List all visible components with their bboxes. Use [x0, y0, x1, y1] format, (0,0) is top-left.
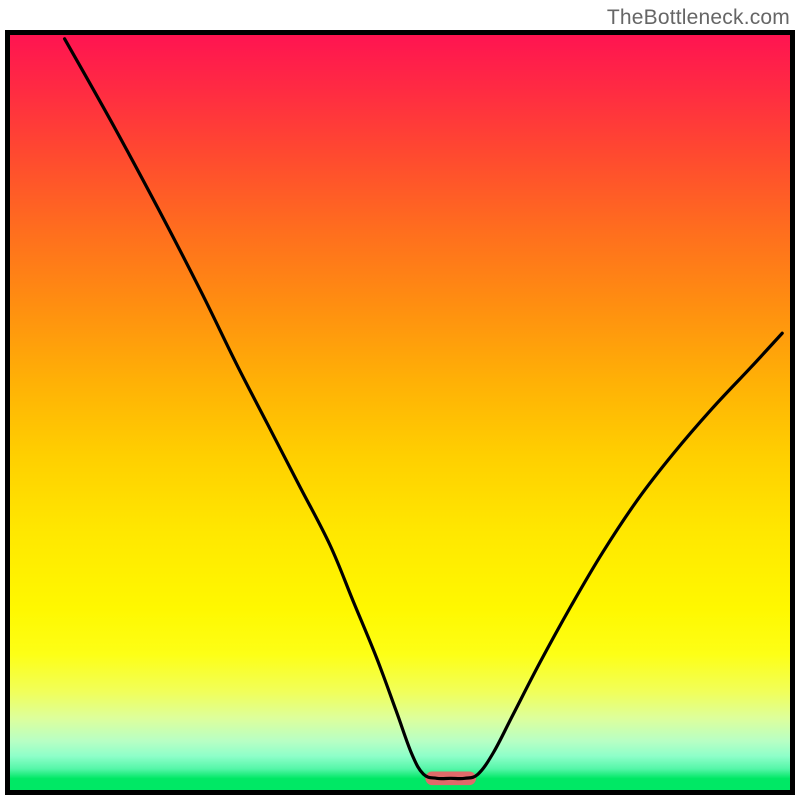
chart-svg	[0, 0, 800, 800]
chart-stage: TheBottleneck.com	[0, 0, 800, 800]
chart-bottom-band	[10, 779, 790, 790]
watermark-text: TheBottleneck.com	[607, 6, 790, 30]
